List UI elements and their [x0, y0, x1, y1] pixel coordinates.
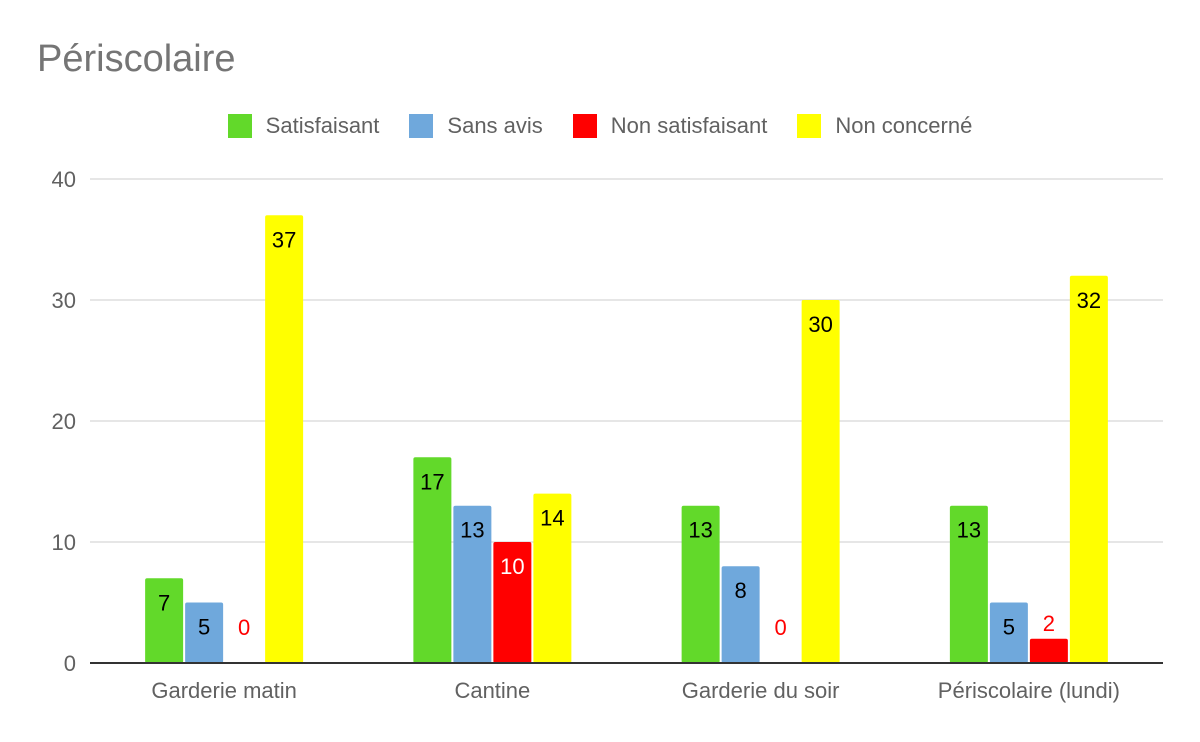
bar: [185, 602, 224, 663]
legend-label: Satisfaisant: [265, 113, 380, 138]
bar: [453, 505, 492, 663]
bar: [801, 300, 840, 663]
legend-swatch: [409, 114, 434, 138]
legend-swatch: [572, 114, 597, 138]
data-label: 30: [808, 312, 832, 337]
bar: [1029, 638, 1068, 663]
bar: [145, 578, 184, 663]
bar: [721, 566, 760, 663]
y-tick-label: 10: [52, 530, 76, 555]
data-label: 8: [735, 578, 747, 603]
bar: [413, 457, 452, 663]
data-label: 32: [1077, 288, 1101, 313]
data-label: 0: [775, 615, 787, 640]
y-tick-label: 30: [52, 288, 76, 313]
bar: [533, 493, 572, 663]
data-label: 37: [272, 227, 296, 252]
data-label: 0: [238, 615, 250, 640]
data-label: 10: [500, 554, 524, 579]
legend-swatch: [227, 114, 252, 138]
legend-label: Non satisfaisant: [610, 113, 768, 138]
bar: [989, 602, 1028, 663]
bar: [949, 505, 988, 663]
legend-item-2: Non satisfaisant: [572, 113, 768, 139]
x-tick-label: Périscolaire (lundi): [938, 678, 1120, 703]
data-label: 5: [198, 615, 210, 640]
legend-item-3: Non concerné: [797, 113, 972, 139]
legend-label: Sans avis: [447, 113, 543, 138]
x-tick-label: Garderie du soir: [682, 678, 840, 703]
bar: [1069, 275, 1108, 663]
x-tick-label: Cantine: [454, 678, 530, 703]
chart-title: Périscolaire: [37, 38, 236, 80]
data-label: 2: [1043, 611, 1055, 636]
legend-item-1: Sans avis: [409, 113, 543, 139]
y-tick-label: 20: [52, 409, 76, 434]
y-tick-label: 0: [64, 651, 76, 676]
data-label: 13: [957, 518, 981, 543]
legend-label: Non concerné: [835, 113, 973, 138]
legend-swatch: [797, 114, 822, 138]
data-label: 14: [540, 506, 564, 531]
data-label: 17: [420, 469, 444, 494]
bar: [681, 505, 720, 663]
data-label: 13: [688, 518, 712, 543]
legend-item-0: Satisfaisant: [227, 113, 380, 139]
data-label: 7: [158, 590, 170, 615]
bar: [493, 542, 532, 663]
data-label: 5: [1003, 615, 1015, 640]
legend: Satisfaisant Sans avis Non satisfaisant Non…: [0, 110, 1200, 142]
x-tick-label: Garderie matin: [151, 678, 297, 703]
y-tick-label: 40: [52, 167, 76, 192]
bar: [265, 215, 304, 664]
data-label: 13: [460, 518, 484, 543]
